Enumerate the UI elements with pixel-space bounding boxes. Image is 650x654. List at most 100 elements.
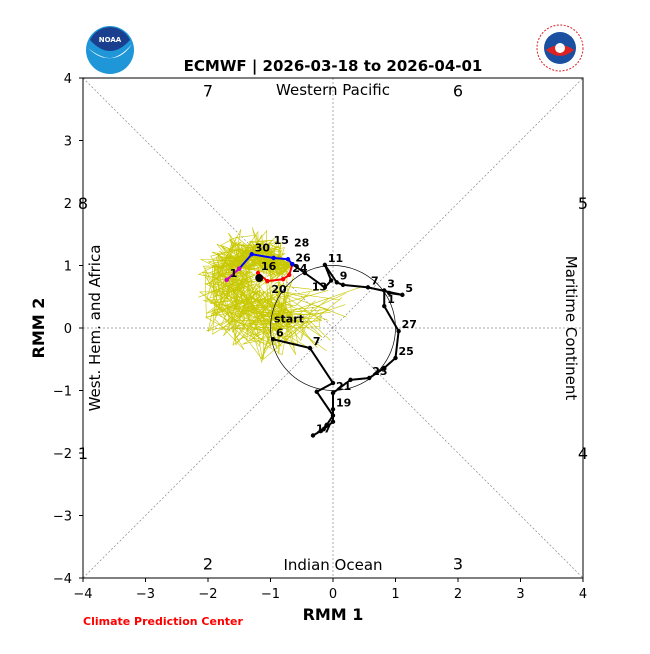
- observed-point: [321, 427, 326, 432]
- observed-label: 3: [387, 278, 395, 291]
- observed-label: 7: [371, 274, 379, 287]
- forecast-mean-end-line: [226, 267, 240, 281]
- observed-label: 11: [328, 252, 343, 265]
- observed-point: [330, 419, 336, 424]
- ensemble-member-line: [234, 240, 321, 342]
- observed-label: 5: [405, 282, 413, 295]
- observed-label: 7: [313, 335, 321, 348]
- ensemble-member-line: [212, 241, 293, 343]
- observed-label: 19: [336, 396, 351, 409]
- x-tick-label: −4: [73, 587, 92, 602]
- x-tick-label: 1: [391, 587, 399, 602]
- nws-logo: [536, 24, 584, 72]
- y-tick-label: −4: [53, 572, 72, 587]
- region-indian-ocean: Indian Ocean: [283, 556, 382, 574]
- noaa-logo: NOAA: [86, 26, 134, 74]
- observed-point: [340, 282, 346, 288]
- observed-point: [330, 380, 336, 386]
- region-west-hem-africa: West. Hem. and Africa: [86, 245, 104, 412]
- start-label: start: [274, 312, 304, 325]
- observed-point: [322, 262, 328, 268]
- observed-point: [348, 377, 353, 383]
- observed-point: [324, 422, 329, 428]
- x-tick-label: 3: [516, 587, 524, 602]
- y-tick-label: 0: [64, 322, 72, 337]
- observed-point: [310, 433, 316, 438]
- observed-point: [322, 285, 328, 290]
- y-tick-label: 1: [64, 260, 72, 275]
- ensemble-member-line: [217, 236, 294, 360]
- y-tick-label: 4: [64, 72, 72, 87]
- forecast-mean-point: [271, 255, 276, 261]
- observed-point: [382, 303, 387, 309]
- x-tick-label: 4: [579, 587, 587, 602]
- observed-point: [270, 337, 276, 342]
- region-maritime-continent: Maritime Continent: [562, 256, 580, 401]
- forecast-red-point: [287, 272, 292, 278]
- forecast-mean-end-point: [224, 277, 229, 283]
- ensemble-member-line: [216, 244, 293, 315]
- x-tick-label: 2: [454, 587, 462, 602]
- observed-point: [330, 413, 336, 418]
- forecast-mean-label: 30: [255, 241, 271, 254]
- forecast-mean-point: [285, 257, 291, 262]
- forecast-mean-point: [290, 262, 295, 267]
- forecast-red-point: [265, 278, 270, 284]
- forecast-mean-label: 15: [274, 234, 289, 247]
- chart-title: ECMWF | 2026-03-18 to 2026-04-01: [184, 57, 483, 76]
- observed-point: [396, 328, 401, 334]
- forecast-mean-point: [249, 252, 254, 257]
- x-tick-label: −3: [136, 587, 155, 602]
- y-tick-label: −3: [53, 510, 72, 525]
- ensemble-member-line: [209, 232, 361, 327]
- observed-label: 25: [399, 345, 414, 358]
- observed-point: [330, 407, 336, 412]
- ensemble-member-line: [204, 241, 293, 332]
- observed-point: [382, 288, 387, 293]
- observed-label: 6: [276, 326, 284, 339]
- forecast-mean-end-point: [237, 266, 242, 271]
- credit-text: Climate Prediction Center: [83, 615, 243, 628]
- observed-point: [314, 389, 319, 394]
- observed-point: [307, 345, 313, 351]
- observed-point: [365, 285, 371, 290]
- unit-circle: [270, 265, 396, 391]
- observed-point: [328, 278, 334, 283]
- ensemble-start-marker: [255, 274, 264, 282]
- forecast-mean-label: 28: [294, 236, 309, 249]
- observed-label: 1: [387, 293, 395, 306]
- phase-label: 2: [203, 555, 213, 574]
- observed-point: [330, 390, 336, 396]
- y-tick-label: −2: [53, 447, 72, 462]
- phase-label: 3: [453, 555, 463, 574]
- phase-label: 8: [78, 194, 88, 213]
- observed-point: [302, 270, 308, 276]
- y-axis-label: RMM 2: [29, 298, 48, 359]
- ensemble-member-line: [207, 252, 293, 364]
- y-tick-label: 3: [64, 135, 72, 150]
- ensemble-member-line: [213, 251, 299, 345]
- forecast-red-label: 20: [271, 283, 287, 296]
- forecast-red-point: [280, 277, 286, 282]
- observed-point: [400, 292, 405, 298]
- observed-point: [387, 290, 392, 296]
- observed-label: 9: [340, 269, 348, 282]
- x-tick-label: −2: [198, 587, 217, 602]
- noaa-logo-wave: [88, 44, 132, 59]
- phase-label: 5: [578, 194, 588, 213]
- forecast-mean-end-label: 1: [230, 267, 238, 280]
- nws-logo-center: [555, 43, 565, 53]
- noaa-logo-text: NOAA: [99, 36, 122, 44]
- phase-label: 7: [203, 82, 213, 101]
- x-tick-label: −1: [261, 587, 280, 602]
- x-axis-label: RMM 1: [303, 605, 364, 624]
- observed-point: [382, 365, 387, 371]
- y-tick-label: −1: [53, 385, 72, 400]
- observed-point: [367, 375, 372, 381]
- phase-label: 6: [453, 82, 463, 101]
- noaa-logo-bird: [90, 27, 130, 51]
- observed-label: 27: [402, 318, 417, 331]
- forecast-red-label: 16: [261, 260, 277, 273]
